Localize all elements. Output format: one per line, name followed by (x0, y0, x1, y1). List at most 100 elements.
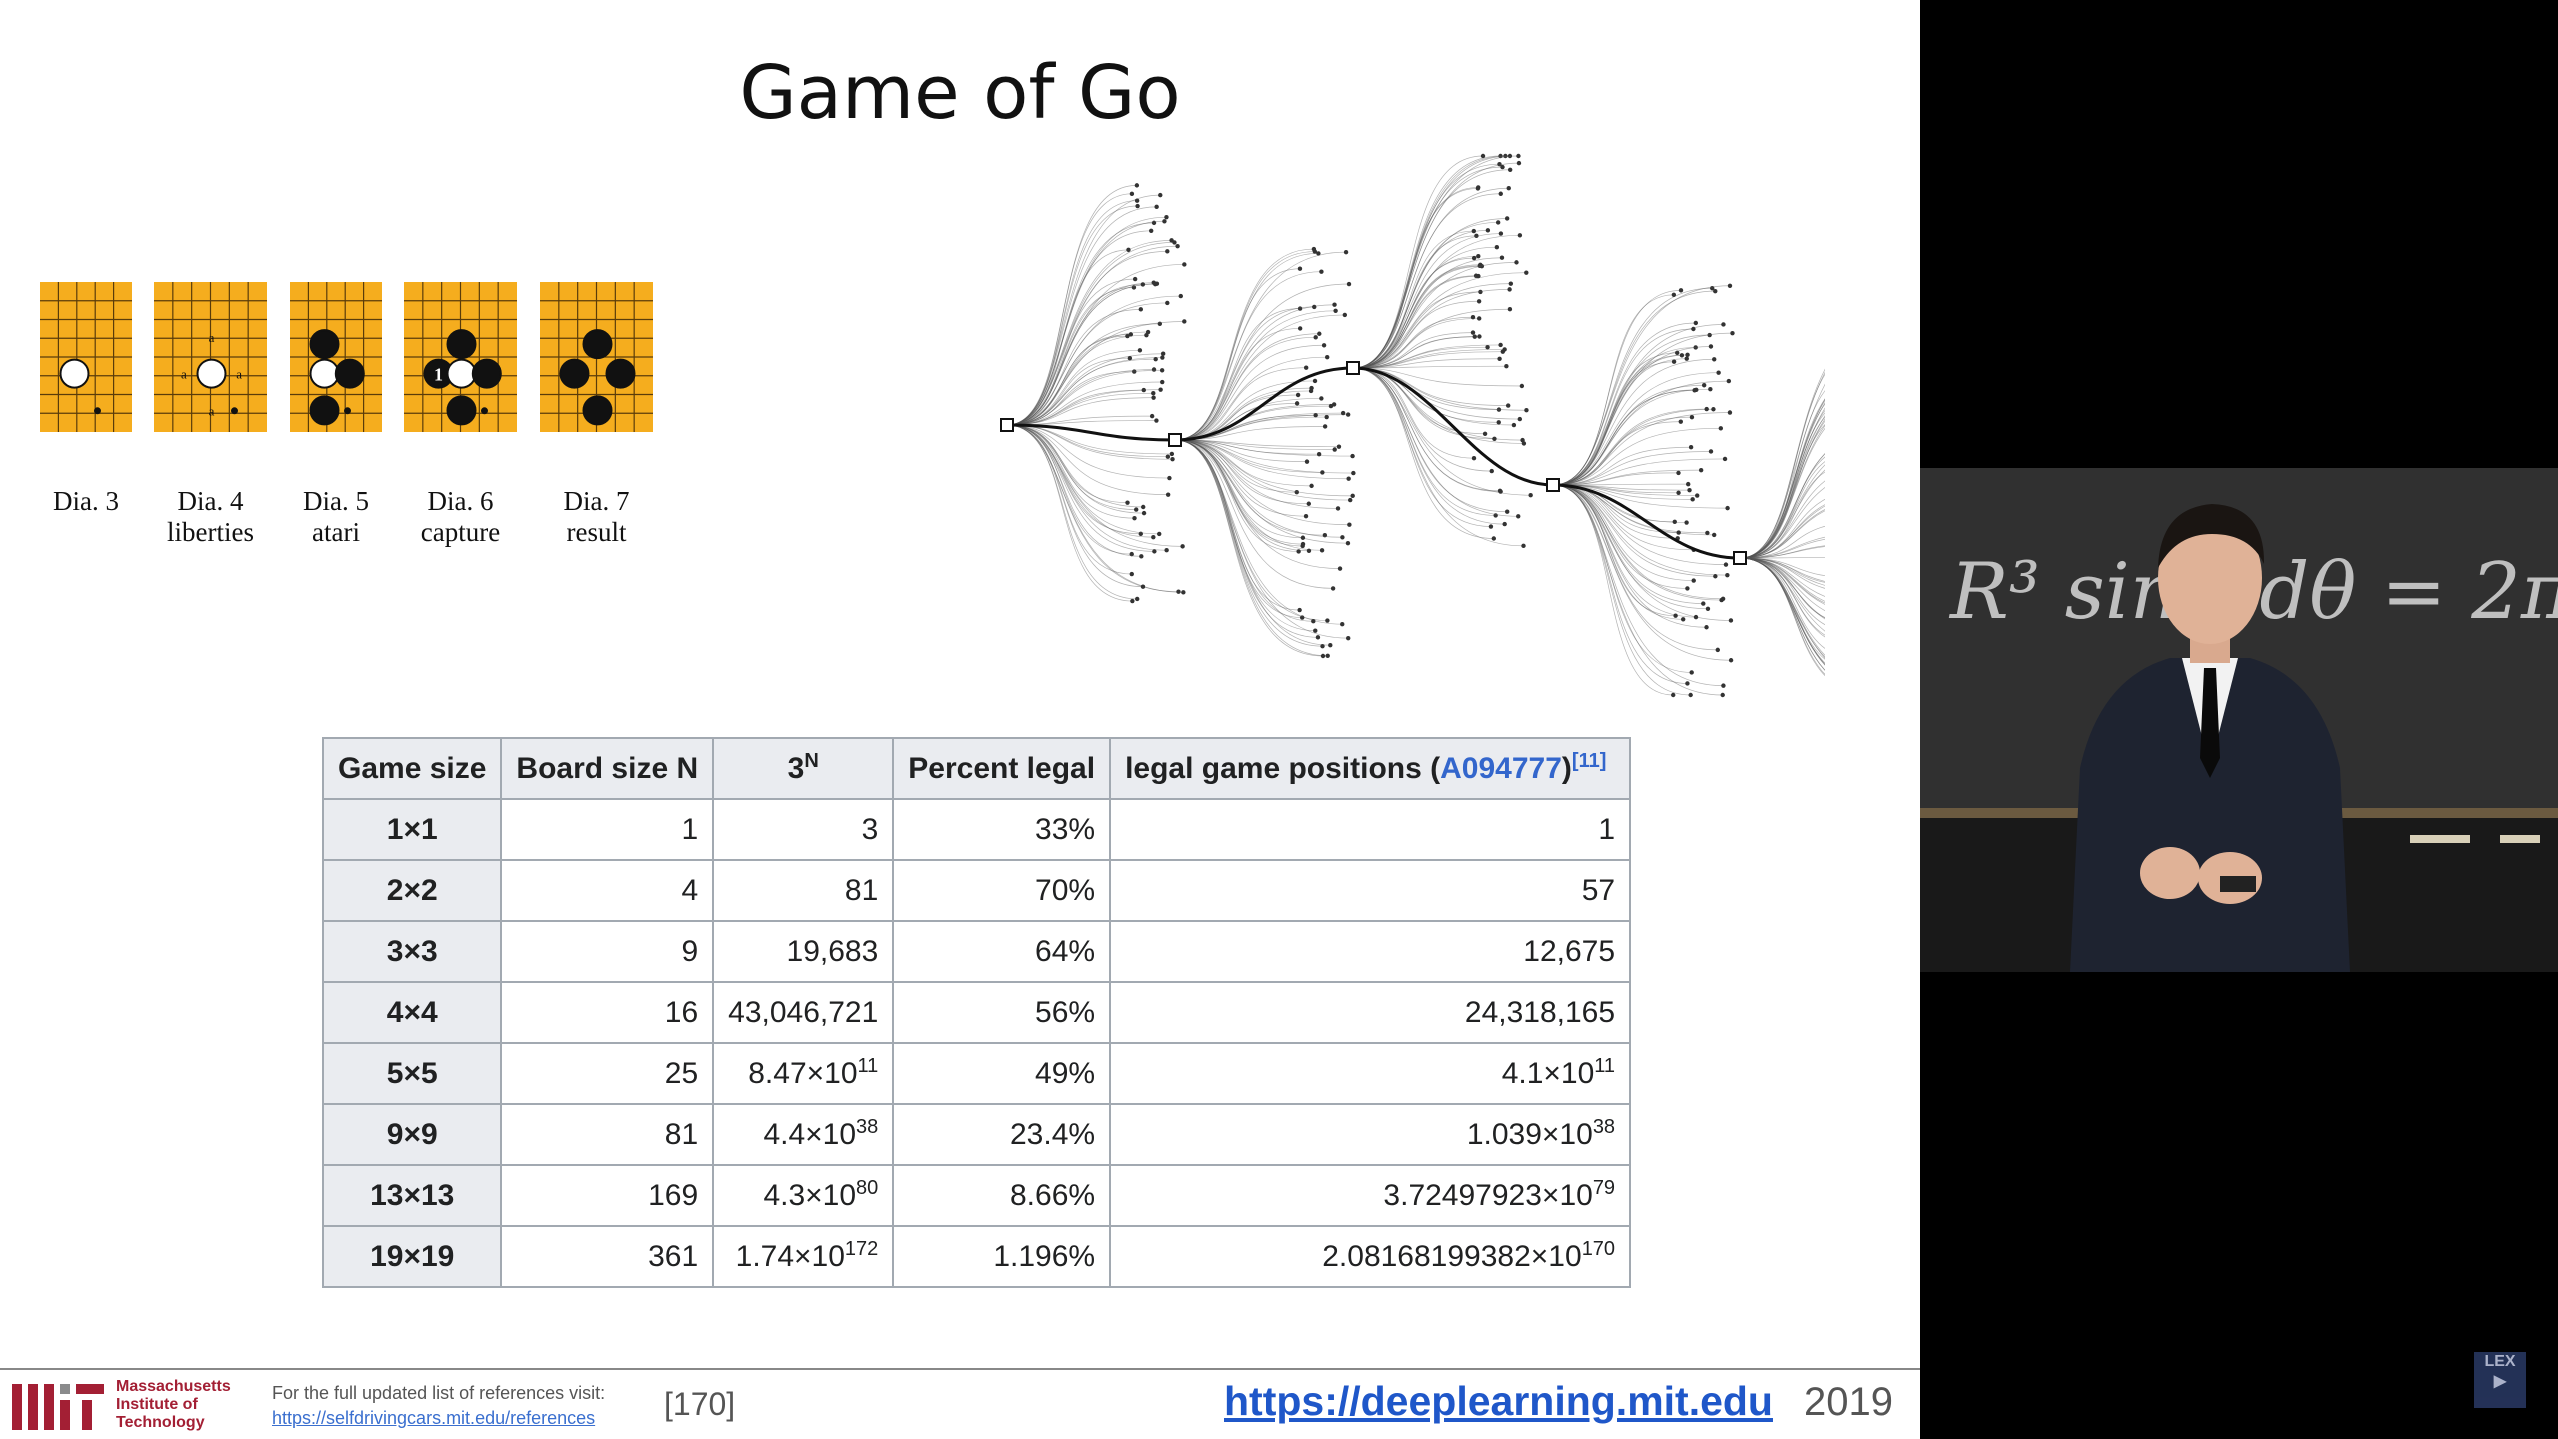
reference-number: [170] (664, 1386, 736, 1422)
tree-branch (1352, 367, 1531, 496)
tree-branch (1352, 291, 1481, 369)
tree-leaf (1160, 351, 1166, 356)
tree-leaf (1322, 532, 1328, 538)
small-marker (94, 407, 101, 415)
tree-leaf (1182, 319, 1187, 324)
tree-branch (1739, 557, 1825, 605)
tree-branch (1006, 249, 1129, 426)
tree-leaf (1704, 406, 1709, 412)
tree-branch (1174, 439, 1309, 505)
tree-branch (1174, 439, 1316, 632)
tree-leaf (1300, 615, 1305, 620)
legal-base: 2.08168199382×10 (1322, 1239, 1582, 1273)
tree-leaf (1470, 330, 1476, 335)
tree-branch (1006, 334, 1131, 426)
tree-leaf (1488, 524, 1494, 529)
tree-branch (1739, 557, 1825, 671)
cell-three-power: 3 (712, 798, 895, 861)
tree-leaf (1313, 335, 1318, 340)
black-stone (446, 329, 477, 360)
tree-leaf (1711, 407, 1716, 412)
tree-leaf (1169, 451, 1175, 457)
reference-link[interactable]: [11] (1571, 749, 1607, 772)
tree-branch (1552, 458, 1726, 486)
tree-leaf (1727, 410, 1733, 415)
header-legal-prefix: legal game positions ( (1125, 751, 1441, 785)
tree-leaf (1340, 622, 1345, 627)
tree-branch (1352, 234, 1520, 369)
tree-branch (1739, 487, 1825, 559)
tree-branch (1006, 185, 1137, 426)
tree-branch (1739, 403, 1825, 559)
tree-leaf (1158, 192, 1163, 198)
tree-branch (1174, 333, 1320, 441)
references-link[interactable]: https://selfdrivingcars.mit.edu/referenc… (272, 1408, 596, 1428)
tree-branch (1739, 526, 1825, 559)
diagram-label: Dia. 4 (177, 486, 244, 516)
go-diagram (540, 282, 653, 432)
tree-leaf (1345, 540, 1351, 546)
tree-branch (1352, 367, 1508, 513)
tree-branch (1739, 368, 1825, 559)
legal-exp: 170 (1581, 1237, 1616, 1260)
tree-branch (1552, 484, 1690, 491)
tree-branch (1552, 451, 1712, 486)
tree-leaf (1721, 683, 1726, 688)
three-base: 4.3×10 (763, 1178, 857, 1212)
cell-game-size: 9×9 (321, 1103, 503, 1166)
tree-leaf (1705, 606, 1711, 612)
tree-leaf (1721, 322, 1726, 327)
black-stone (582, 395, 613, 426)
tree-branch (1352, 155, 1484, 369)
tree-branch (1006, 424, 1145, 514)
table-row: 5×5 25 8.47×1011 49% 4.1×1011 (321, 1042, 1632, 1105)
tree-branch (1174, 271, 1322, 441)
tree-leaf (1684, 356, 1689, 361)
go-diagram (40, 282, 132, 432)
tree-branch (1352, 246, 1497, 369)
tree-leaf (1345, 412, 1351, 417)
tree-leaf (1672, 519, 1677, 524)
tree-branch (1174, 439, 1343, 538)
tree-branch (1006, 282, 1154, 426)
tree-node (1733, 551, 1747, 565)
tree-leaf (1713, 288, 1718, 294)
tree-branch (1552, 380, 1729, 486)
tree-branch (1552, 483, 1689, 486)
tree-branch (1552, 484, 1691, 696)
diagram-label: Dia. 3 (53, 486, 119, 516)
header-game-size: Game size (321, 737, 503, 800)
tree-leaf (1129, 191, 1135, 197)
tree-leaf (1718, 426, 1724, 431)
tree-node (1168, 433, 1182, 447)
lex-channel-badge[interactable]: LEX ▶ (2474, 1352, 2526, 1408)
tree-branch (1739, 471, 1825, 559)
mit-wordmark: Massachusetts Institute of Technology (116, 1378, 231, 1432)
oeis-link[interactable]: A094777 (1440, 751, 1562, 785)
three-base: 3 (861, 812, 879, 846)
cell-legal-positions: 24,318,165 (1109, 981, 1632, 1044)
tree-leaf (1316, 451, 1322, 457)
tree-leaf (1132, 515, 1137, 521)
tree-leaf (1325, 653, 1330, 658)
tree-leaf (1524, 408, 1529, 413)
tree-branch (1739, 557, 1825, 664)
tree-leaf (1508, 281, 1514, 286)
tree-branch (1552, 484, 1688, 684)
tree-leaf (1138, 307, 1144, 312)
tree-leaf (1300, 535, 1306, 540)
tree-leaf (1320, 653, 1326, 659)
tree-leaf (1476, 299, 1482, 304)
tree-branch (1174, 439, 1300, 611)
tree-branch (1006, 353, 1164, 426)
tree-branch (1552, 484, 1694, 581)
course-site-link[interactable]: https://deeplearning.mit.edu (1224, 1378, 1773, 1424)
tree-leaf (1149, 413, 1155, 419)
liberty-letter: a (209, 403, 215, 418)
tree-leaf (1477, 263, 1482, 269)
tree-branch (1006, 424, 1142, 557)
tree-branch (1739, 557, 1825, 665)
three-base: 8.47×10 (748, 1056, 858, 1090)
tree-branch (1352, 367, 1522, 387)
tree-branch (1352, 365, 1507, 369)
